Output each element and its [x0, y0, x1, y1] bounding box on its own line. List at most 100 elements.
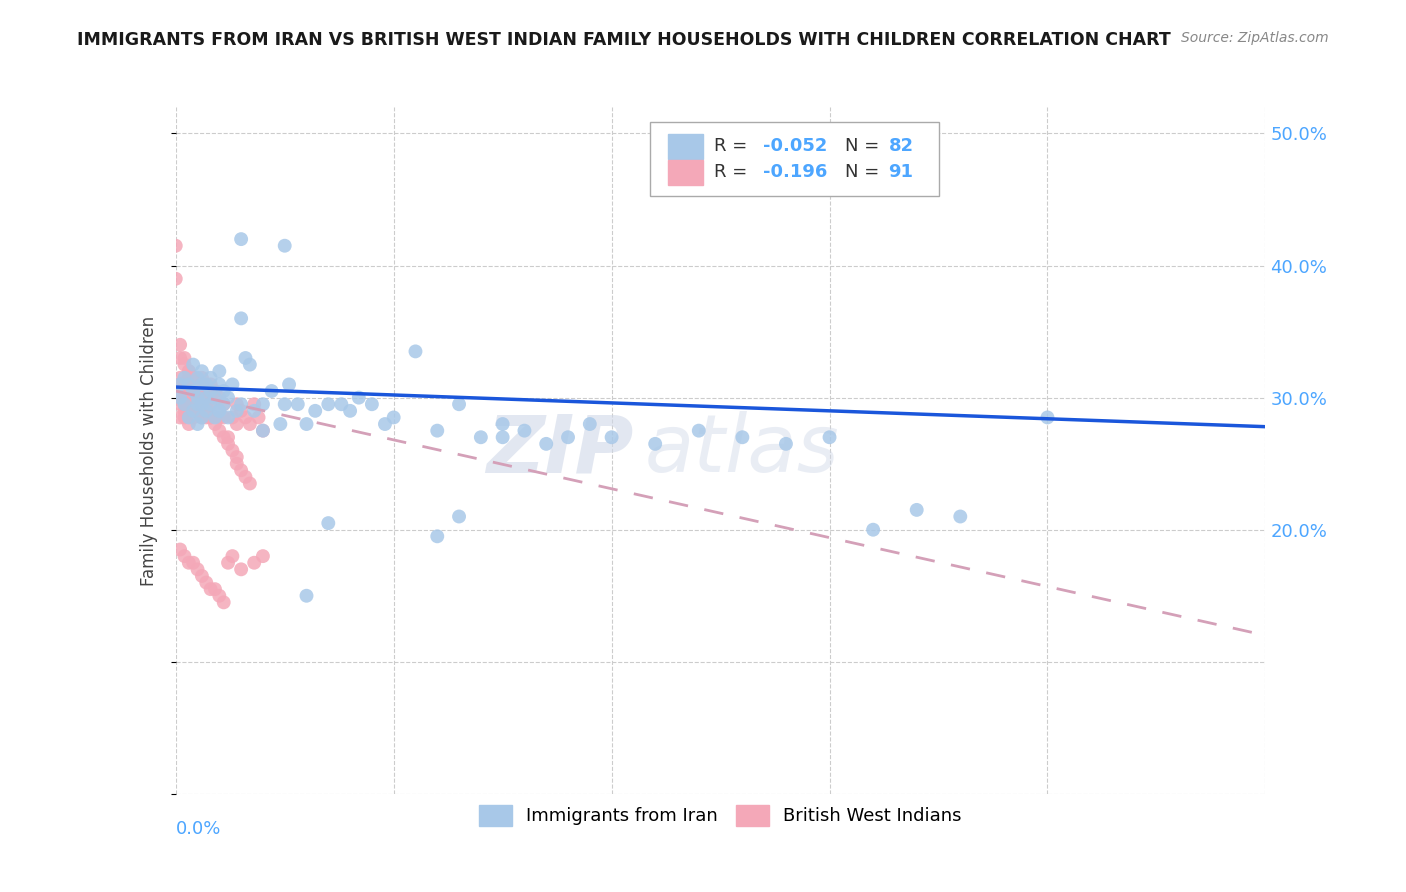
Point: [200, 377, 222, 392]
Point: [191, 371, 214, 385]
Point: [169, 351, 191, 365]
Point: [1036, 410, 1059, 425]
Point: [287, 397, 309, 411]
Point: [347, 391, 370, 405]
Point: [212, 595, 235, 609]
Point: [191, 410, 214, 425]
Point: [247, 410, 270, 425]
Point: [169, 371, 191, 385]
Point: [200, 391, 222, 405]
Text: IMMIGRANTS FROM IRAN VS BRITISH WEST INDIAN FAMILY HOUSEHOLDS WITH CHILDREN CORR: IMMIGRANTS FROM IRAN VS BRITISH WEST IND…: [77, 31, 1171, 49]
Point: [186, 397, 209, 411]
Text: N =: N =: [845, 163, 884, 181]
Point: [177, 397, 200, 411]
Point: [186, 397, 209, 411]
Point: [186, 397, 209, 411]
Point: [252, 549, 274, 563]
Point: [191, 569, 214, 583]
Point: [186, 417, 209, 431]
Point: [173, 384, 195, 398]
Point: [173, 549, 195, 563]
Point: [181, 410, 204, 425]
Point: [181, 397, 204, 411]
Point: [304, 404, 326, 418]
Point: [231, 311, 253, 326]
Point: [235, 351, 257, 365]
Point: [204, 391, 226, 405]
Point: [204, 384, 226, 398]
Point: [181, 391, 204, 405]
Point: [239, 476, 262, 491]
Point: [318, 516, 340, 530]
Point: [905, 503, 928, 517]
Point: [208, 377, 231, 392]
Point: [374, 417, 396, 431]
Text: -0.052: -0.052: [763, 137, 828, 155]
Point: [557, 430, 579, 444]
Point: [177, 377, 200, 392]
Point: [195, 384, 218, 398]
Point: [181, 556, 204, 570]
Point: [295, 589, 318, 603]
Point: [191, 377, 214, 392]
Point: [208, 589, 231, 603]
Point: [200, 410, 222, 425]
Point: [173, 404, 195, 418]
Point: [208, 404, 231, 418]
Point: [181, 358, 204, 372]
Point: [195, 377, 218, 392]
Point: [231, 404, 253, 418]
Point: [231, 232, 253, 246]
Point: [225, 404, 247, 418]
Point: [252, 424, 274, 438]
Point: [212, 410, 235, 425]
Point: [169, 391, 191, 405]
Legend: Immigrants from Iran, British West Indians: Immigrants from Iran, British West India…: [472, 797, 969, 833]
Point: [173, 377, 195, 392]
Point: [177, 417, 200, 431]
Point: [225, 417, 247, 431]
Point: [181, 384, 204, 398]
Text: ZIP: ZIP: [486, 411, 633, 490]
Point: [177, 364, 200, 378]
Point: [169, 338, 191, 352]
Point: [278, 377, 301, 392]
Point: [269, 417, 291, 431]
Point: [217, 391, 239, 405]
Point: [177, 391, 200, 405]
Point: [169, 397, 191, 411]
Point: [239, 417, 262, 431]
Point: [221, 410, 243, 425]
Point: [217, 437, 239, 451]
Point: [600, 430, 623, 444]
Point: [169, 384, 191, 398]
Point: [186, 404, 209, 418]
Point: [949, 509, 972, 524]
Point: [231, 562, 253, 576]
Point: [173, 391, 195, 405]
Point: [181, 384, 204, 398]
Point: [195, 397, 218, 411]
Text: -0.196: -0.196: [763, 163, 828, 181]
Point: [295, 417, 318, 431]
Point: [818, 430, 841, 444]
Text: Source: ZipAtlas.com: Source: ZipAtlas.com: [1181, 31, 1329, 45]
Point: [212, 430, 235, 444]
Point: [208, 404, 231, 418]
Point: [252, 424, 274, 438]
Point: [447, 397, 470, 411]
Point: [405, 344, 427, 359]
Point: [204, 410, 226, 425]
Point: [225, 450, 247, 464]
Point: [173, 397, 195, 411]
Point: [534, 437, 557, 451]
Point: [688, 424, 710, 438]
Point: [165, 238, 187, 252]
Point: [579, 417, 602, 431]
Point: [173, 371, 195, 385]
Point: [186, 377, 209, 392]
Point: [243, 397, 266, 411]
Point: [318, 397, 340, 411]
Point: [382, 410, 405, 425]
Point: [225, 397, 247, 411]
